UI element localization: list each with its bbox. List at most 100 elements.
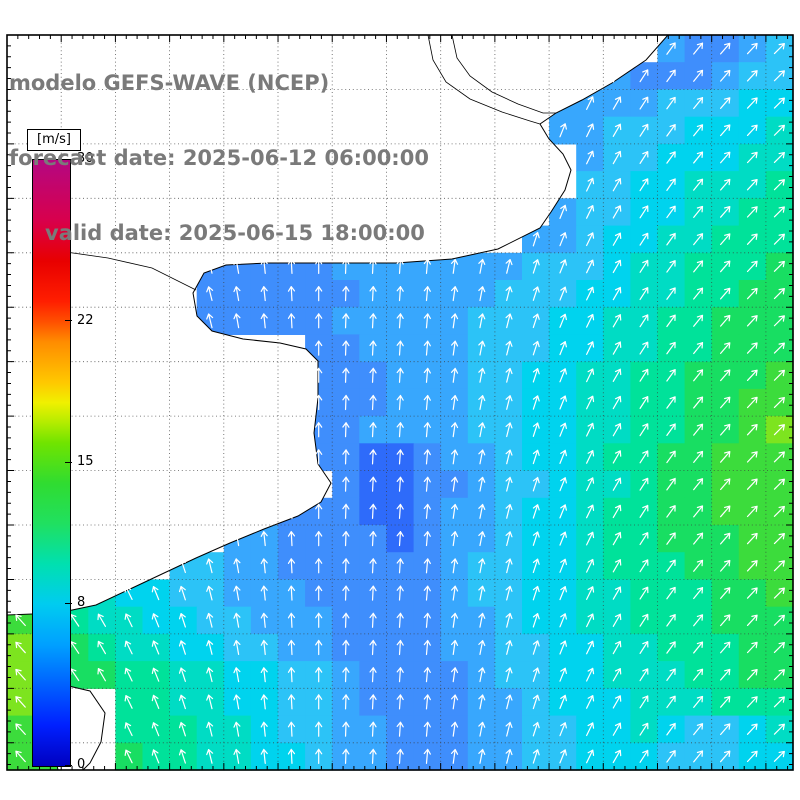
wave-direction-arrow xyxy=(478,258,486,274)
wave-direction-arrow xyxy=(423,639,431,656)
colorbar: [m/s] 0 8 15 22 30 xyxy=(0,0,120,800)
wave-direction-arrow xyxy=(720,342,731,354)
wave-direction-arrow xyxy=(505,558,513,574)
wave-direction-arrow xyxy=(559,259,567,274)
wave-direction-arrow xyxy=(369,667,377,683)
wave-direction-arrow xyxy=(612,341,622,355)
wave-direction-arrow xyxy=(151,694,160,709)
wave-direction-arrow xyxy=(693,205,704,218)
wave-direction-arrow xyxy=(586,586,595,600)
wave-direction-arrow xyxy=(586,259,595,274)
wave-direction-arrow xyxy=(773,505,785,517)
wave-direction-arrow xyxy=(720,505,731,518)
wave-direction-arrow xyxy=(505,585,513,601)
colorbar-unit-label: [m/s] xyxy=(27,129,81,151)
wave-direction-arrow xyxy=(315,286,323,302)
wave-direction-arrow xyxy=(746,342,758,354)
wave-direction-arrow xyxy=(97,668,107,682)
wave-direction-arrow xyxy=(666,205,676,219)
wave-direction-arrow xyxy=(505,340,513,356)
wave-direction-arrow xyxy=(639,205,649,219)
wave-direction-arrow xyxy=(612,259,622,274)
wave-direction-arrow xyxy=(124,749,133,764)
wave-direction-arrow xyxy=(505,395,513,410)
wave-direction-arrow xyxy=(559,449,567,464)
valid-date: valid date: 2025-06-15 18:00:00 xyxy=(45,221,425,245)
wave-direction-arrow xyxy=(450,313,459,329)
wave-direction-arrow xyxy=(315,367,323,383)
wave-direction-arrow xyxy=(666,423,676,436)
wave-direction-arrow xyxy=(639,396,649,409)
wave-direction-arrow xyxy=(369,694,377,710)
wave-direction-arrow xyxy=(423,721,431,737)
wave-direction-arrow xyxy=(15,723,26,736)
wave-direction-arrow xyxy=(287,286,296,302)
wave-direction-arrow xyxy=(369,748,377,764)
wave-direction-arrow xyxy=(612,640,622,655)
wave-direction-arrow xyxy=(151,586,160,601)
wave-direction-arrow xyxy=(612,205,622,219)
wave-direction-arrow xyxy=(206,313,214,329)
wave-direction-arrow xyxy=(450,286,459,302)
wave-direction-arrow xyxy=(206,640,214,655)
wave-direction-arrow xyxy=(532,313,540,329)
wave-direction-arrow xyxy=(532,259,540,274)
wave-direction-arrow xyxy=(612,695,622,709)
wave-direction-arrow xyxy=(315,530,323,547)
wave-direction-arrow xyxy=(532,395,540,410)
wave-direction-arrow xyxy=(478,313,486,329)
wave-direction-arrow xyxy=(586,96,595,110)
wave-direction-arrow xyxy=(369,721,377,737)
wave-direction-arrow xyxy=(450,422,459,438)
wave-direction-arrow xyxy=(746,97,758,109)
wave-direction-arrow xyxy=(666,586,676,600)
wave-direction-arrow xyxy=(233,748,241,764)
wave-direction-arrow xyxy=(666,232,676,246)
wave-direction-arrow xyxy=(206,612,214,628)
wave-direction-arrow xyxy=(666,477,676,491)
colorbar-tick-label: 30 xyxy=(77,151,94,166)
wave-direction-arrow xyxy=(639,314,649,328)
wave-direction-arrow xyxy=(396,258,404,274)
wave-direction-arrow xyxy=(233,531,241,547)
wave-direction-arrow xyxy=(666,42,676,55)
wave-direction-arrow xyxy=(612,749,622,764)
wave-direction-arrow xyxy=(505,640,513,655)
wave-direction-arrow xyxy=(773,533,785,545)
wave-direction-arrow xyxy=(342,476,350,492)
wave-direction-arrow xyxy=(532,231,540,247)
wave-direction-arrow xyxy=(450,531,459,547)
wave-direction-arrow xyxy=(315,558,323,574)
river-line-west xyxy=(427,34,541,125)
wave-direction-arrow xyxy=(151,613,160,628)
wave-direction-arrow xyxy=(559,613,567,628)
wave-direction-arrow xyxy=(423,585,431,601)
wave-direction-arrow xyxy=(369,367,377,383)
wave-direction-arrow xyxy=(532,422,540,437)
wave-direction-arrow xyxy=(532,504,540,519)
wave-direction-arrow xyxy=(505,286,513,301)
wave-direction-arrow xyxy=(666,151,676,164)
wave-direction-arrow xyxy=(612,613,622,627)
wave-direction-arrow xyxy=(773,124,785,136)
wave-direction-arrow xyxy=(423,394,431,411)
wave-direction-arrow xyxy=(478,531,486,547)
wave-direction-arrow xyxy=(773,424,785,436)
wave-direction-arrow xyxy=(746,668,758,681)
wave-direction-arrow xyxy=(423,449,431,465)
wave-direction-arrow xyxy=(369,422,377,438)
wave-direction-arrow xyxy=(612,123,622,137)
wave-direction-arrow xyxy=(532,449,540,465)
wave-direction-arrow xyxy=(746,206,758,218)
wave-direction-arrow xyxy=(396,694,404,710)
wave-direction-arrow xyxy=(773,560,785,572)
wave-direction-arrow xyxy=(586,749,595,764)
wave-direction-arrow xyxy=(233,612,241,628)
wave-direction-arrow xyxy=(396,286,404,302)
wave-direction-arrow xyxy=(450,667,459,683)
wave-direction-arrow xyxy=(720,151,731,164)
wave-direction-arrow xyxy=(586,286,595,301)
wave-direction-arrow xyxy=(233,286,241,302)
wave-direction-arrow xyxy=(532,286,540,301)
wave-direction-arrow xyxy=(612,368,622,382)
